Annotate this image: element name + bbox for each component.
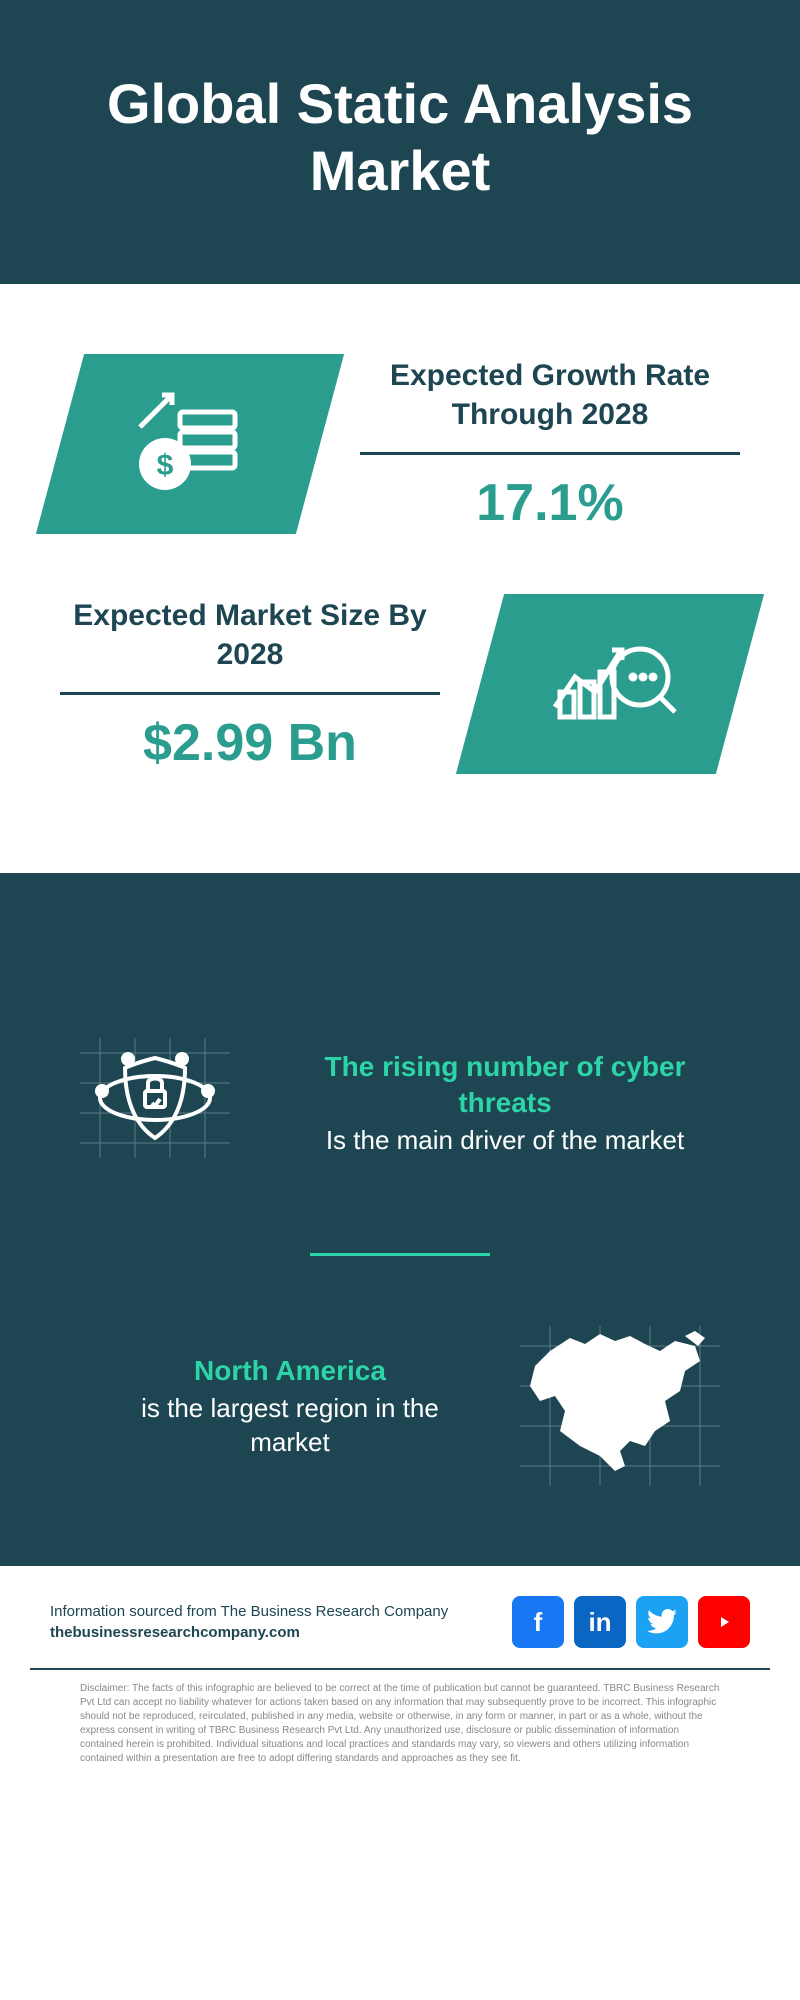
region-row: North America is the largest region in t…: [0, 1296, 800, 1516]
size-stat-row: Expected Market Size By 2028 $2.99 Bn: [60, 594, 740, 774]
footer-source: Information sourced from The Business Re…: [50, 1601, 448, 1622]
size-value: $2.99 Bn: [60, 713, 440, 773]
region-text: North America is the largest region in t…: [110, 1353, 470, 1459]
size-icon-box: [480, 594, 740, 774]
money-growth-icon: $: [120, 382, 260, 507]
svg-text:$: $: [157, 449, 174, 482]
divider: [310, 1253, 490, 1256]
size-text: Expected Market Size By 2028 $2.99 Bn: [60, 596, 440, 773]
stats-section: $ Expected Growth Rate Through 2028 17.1…: [0, 304, 800, 874]
growth-icon-box: $: [60, 354, 320, 534]
facebook-icon[interactable]: f: [512, 1596, 564, 1648]
chart-magnify-icon: [535, 622, 685, 747]
youtube-icon[interactable]: [698, 1596, 750, 1648]
driver-text: The rising number of cyber threats Is th…: [290, 1049, 720, 1158]
spacer: [0, 284, 800, 304]
dark-section: The rising number of cyber threats Is th…: [0, 873, 800, 1566]
linkedin-icon[interactable]: in: [574, 1596, 626, 1648]
driver-row: The rising number of cyber threats Is th…: [0, 993, 800, 1213]
footer-url: thebusinessresearchcompany.com: [50, 1622, 448, 1643]
page-title: Global Static Analysis Market: [40, 70, 760, 204]
skyline-graphic: [0, 873, 800, 993]
growth-stat-row: $ Expected Growth Rate Through 2028 17.1…: [60, 354, 740, 534]
region-sub: is the largest region in the market: [110, 1392, 470, 1460]
social-icons: f in: [512, 1596, 750, 1648]
disclaimer: Disclaimer: The facts of this infographi…: [30, 1668, 770, 1796]
footer-text: Information sourced from The Business Re…: [50, 1601, 448, 1643]
growth-label: Expected Growth Rate Through 2028: [360, 356, 740, 455]
growth-text: Expected Growth Rate Through 2028 17.1%: [360, 356, 740, 533]
cyber-shield-icon: [60, 1023, 250, 1183]
disclaimer-text: Disclaimer: The facts of this infographi…: [80, 1682, 720, 1766]
twitter-icon[interactable]: [636, 1596, 688, 1648]
driver-highlight: The rising number of cyber threats: [290, 1049, 720, 1122]
growth-value: 17.1%: [360, 473, 740, 533]
footer: Information sourced from The Business Re…: [0, 1566, 800, 1668]
size-label: Expected Market Size By 2028: [60, 596, 440, 695]
driver-sub: Is the main driver of the market: [290, 1124, 720, 1158]
north-america-map-icon: [510, 1316, 730, 1496]
header: Global Static Analysis Market: [0, 0, 800, 284]
region-highlight: North America: [110, 1353, 470, 1389]
